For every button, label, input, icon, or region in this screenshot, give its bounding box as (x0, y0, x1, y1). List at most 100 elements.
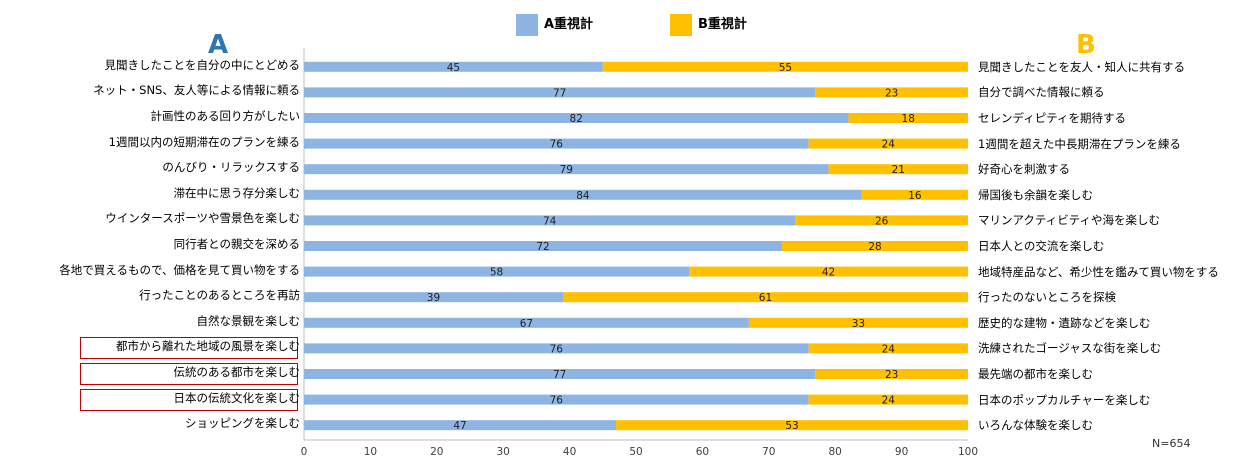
row-label-a: 見聞きしたことを自分の中にとどめる (104, 57, 301, 72)
row-label-a: 同行者との親交を深める (173, 237, 300, 251)
row-label-a: 行ったことのあるところを再訪 (139, 288, 300, 303)
row-label-b: 好奇心を刺激する (978, 162, 1070, 177)
legend-swatch-a (516, 14, 538, 36)
data-label-a: 72 (536, 241, 549, 253)
x-tick-label: 20 (430, 446, 443, 458)
data-label-b: 24 (882, 139, 896, 151)
x-tick-label: 50 (629, 446, 642, 458)
row-label-b: 日本のポップカルチャーを楽しむ (978, 392, 1151, 407)
row-label-b: 地域特産品など、希少性を鑑みて買い物をする (978, 264, 1219, 279)
data-label-a: 74 (543, 215, 557, 227)
data-label-b: 23 (885, 87, 898, 99)
legend-label-a: A重視計 (544, 17, 594, 32)
bar-segment-a (304, 189, 862, 200)
bar-segment-a (304, 113, 849, 123)
bar-segment-a (304, 343, 809, 354)
row-label-a: ウインタースポーツや雪景色を楽しむ (105, 211, 300, 226)
bar-segment-a (304, 369, 816, 379)
data-label-b: 16 (908, 190, 922, 202)
row-label-b: 見聞きしたことを友人・知人に共有する (978, 59, 1185, 74)
row-label-b: 1週間を超えた中長期滞在プランを練る (978, 136, 1181, 151)
data-label-a: 39 (427, 292, 440, 304)
data-label-b: 33 (852, 318, 865, 330)
row-label-a: 日本の伝統文化を楽しむ (173, 390, 301, 405)
highlight-box (80, 363, 298, 385)
bar-segment-a (304, 138, 809, 149)
row-label-a: 滞在中に思う存分楽しむ (173, 185, 301, 200)
data-label-a: 76 (550, 343, 564, 355)
row-label-b: 最先端の都市を楽しむ (978, 367, 1093, 381)
row-label-a: 伝統のある都市を楽しむ (173, 365, 301, 379)
bar-segment-a (304, 61, 603, 72)
data-label-a: 58 (490, 267, 503, 279)
row-label-b: セレンディピティを期待する (978, 111, 1127, 125)
data-label-b: 53 (785, 420, 798, 432)
row-label-b: マリンアクティビティや海を楽しむ (978, 213, 1161, 228)
legend-swatch-b (670, 14, 692, 36)
bar-segment-b (689, 266, 968, 277)
data-label-a: 76 (550, 139, 564, 151)
row-label-b: 歴史的な建物・遺跡などを楽しむ (978, 315, 1151, 330)
data-label-b: 42 (822, 267, 835, 279)
data-label-a: 79 (560, 164, 573, 176)
row-label-a: 都市から離れた地域の風景を楽しむ (116, 339, 300, 354)
x-tick-label: 90 (895, 446, 908, 458)
row-label-a: ショッピングを楽しむ (185, 416, 300, 431)
data-label-b: 28 (868, 241, 881, 253)
data-label-a: 77 (553, 369, 566, 381)
bar-segment-a (304, 292, 563, 303)
bar-segment-b (861, 189, 968, 200)
bar-segment-a (304, 394, 809, 405)
bar-segment-a (304, 164, 829, 175)
data-label-a: 47 (453, 420, 466, 432)
row-label-b: 行ったのないところを探検 (978, 290, 1116, 305)
bar-segment-b (795, 215, 968, 226)
bar-segment-b (848, 113, 968, 123)
bar-segment-a (304, 87, 816, 98)
data-label-a: 77 (553, 87, 566, 99)
row-label-b: 自分で調べた情報に頼る (978, 85, 1105, 100)
x-tick-label: 70 (762, 446, 775, 458)
bar-segment-b (616, 420, 968, 431)
row-label-a: 自然な景観を楽しむ (196, 313, 301, 328)
data-label-b: 21 (892, 164, 905, 176)
data-label-b: 24 (882, 395, 896, 407)
data-label-b: 55 (779, 62, 792, 74)
data-label-b: 26 (875, 215, 889, 227)
x-tick-label: 100 (958, 446, 978, 458)
bar-segment-b (748, 317, 968, 328)
data-label-b: 18 (902, 113, 915, 125)
x-tick-label: 0 (301, 446, 308, 458)
row-label-a: 各地で買えるもので、価格を見て買い物をする (59, 262, 300, 277)
highlight-box (80, 388, 298, 411)
bar-segment-a (304, 420, 617, 431)
row-label-b: 帰国後も余韻を楽しむ (978, 187, 1093, 202)
row-label-a: ネット・SNS、友人等による情報に頼る (93, 83, 300, 98)
bar-segment-b (602, 61, 968, 72)
bar-segment-a (304, 215, 796, 226)
data-label-b: 61 (759, 292, 772, 304)
bar-segment-a (304, 317, 749, 328)
legend-label-b: B重視計 (698, 17, 747, 32)
bar-segment-b (828, 164, 968, 175)
row-label-a: のんびり・リラックスする (162, 160, 300, 175)
bar-segment-b (808, 343, 968, 354)
right-header-b: B (1076, 30, 1096, 60)
bar-segment-b (815, 87, 968, 98)
row-label-b: いろんな体験を楽しむ (978, 418, 1093, 433)
sample-size-note: N=654 (1152, 437, 1191, 450)
data-label-b: 24 (882, 343, 896, 355)
row-label-a: 1週間以内の短期滞在のプランを練る (108, 134, 300, 149)
data-label-a: 45 (447, 62, 460, 74)
bar-segment-b (808, 138, 968, 149)
row-label-b: 洗練されたゴージャスな街を楽しむ (978, 341, 1162, 356)
x-tick-label: 80 (829, 446, 842, 458)
bar-segment-a (304, 241, 783, 251)
bar-segment-b (782, 241, 968, 251)
bar-segment-b (815, 369, 968, 379)
bar-segment-b (808, 394, 968, 405)
data-label-a: 67 (520, 318, 533, 330)
bar-segment-a (304, 266, 690, 277)
